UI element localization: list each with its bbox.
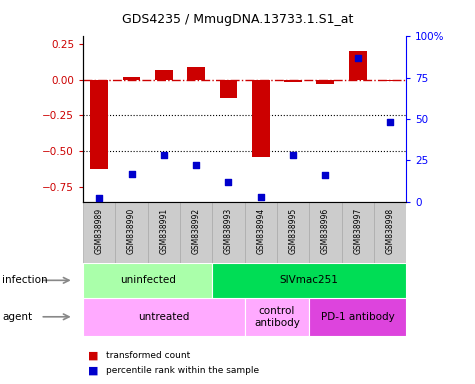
Text: GSM838997: GSM838997 <box>353 208 362 254</box>
Bar <box>245 202 277 263</box>
Bar <box>277 202 309 263</box>
Bar <box>212 263 406 298</box>
Text: GSM838996: GSM838996 <box>321 208 330 254</box>
Point <box>95 195 103 201</box>
Text: GSM838990: GSM838990 <box>127 208 136 254</box>
Bar <box>83 202 115 263</box>
Bar <box>83 298 245 336</box>
Bar <box>374 202 406 263</box>
Text: GSM838989: GSM838989 <box>95 208 104 254</box>
Bar <box>309 298 406 336</box>
Text: untreated: untreated <box>138 312 190 322</box>
Bar <box>155 70 173 79</box>
Text: transformed count: transformed count <box>106 351 190 360</box>
Point <box>160 152 168 159</box>
Text: GSM838994: GSM838994 <box>256 208 265 254</box>
Text: ■: ■ <box>88 350 98 360</box>
Bar <box>123 78 141 79</box>
Bar <box>83 263 212 298</box>
Bar <box>309 202 342 263</box>
Bar <box>245 298 309 336</box>
Text: agent: agent <box>2 312 32 322</box>
Point <box>354 55 361 61</box>
Text: percentile rank within the sample: percentile rank within the sample <box>106 366 259 375</box>
Bar <box>148 202 180 263</box>
Point <box>322 172 329 178</box>
Text: GSM838992: GSM838992 <box>192 208 200 254</box>
Text: ■: ■ <box>88 366 98 376</box>
Point <box>192 162 200 168</box>
Point <box>128 170 135 177</box>
Text: GSM838991: GSM838991 <box>160 208 168 254</box>
Bar <box>252 79 270 157</box>
Point <box>225 179 232 185</box>
Text: GDS4235 / MmugDNA.13733.1.S1_at: GDS4235 / MmugDNA.13733.1.S1_at <box>122 13 353 26</box>
Bar <box>219 79 238 98</box>
Bar <box>284 79 302 83</box>
Text: GSM838993: GSM838993 <box>224 208 233 254</box>
Bar <box>349 51 367 79</box>
Text: infection: infection <box>2 275 48 285</box>
Bar <box>381 79 399 81</box>
Text: PD-1 antibody: PD-1 antibody <box>321 312 395 322</box>
Text: SIVmac251: SIVmac251 <box>280 275 339 285</box>
Bar <box>180 202 212 263</box>
Point <box>257 194 265 200</box>
Bar <box>90 79 108 169</box>
Text: GSM838998: GSM838998 <box>386 208 394 254</box>
Point <box>289 152 297 159</box>
Bar <box>187 67 205 79</box>
Text: GSM838995: GSM838995 <box>289 208 297 254</box>
Bar <box>342 202 374 263</box>
Bar <box>212 202 245 263</box>
Bar <box>316 79 334 84</box>
Point <box>386 119 394 126</box>
Bar <box>115 202 148 263</box>
Text: uninfected: uninfected <box>120 275 176 285</box>
Text: control
antibody: control antibody <box>254 306 300 328</box>
